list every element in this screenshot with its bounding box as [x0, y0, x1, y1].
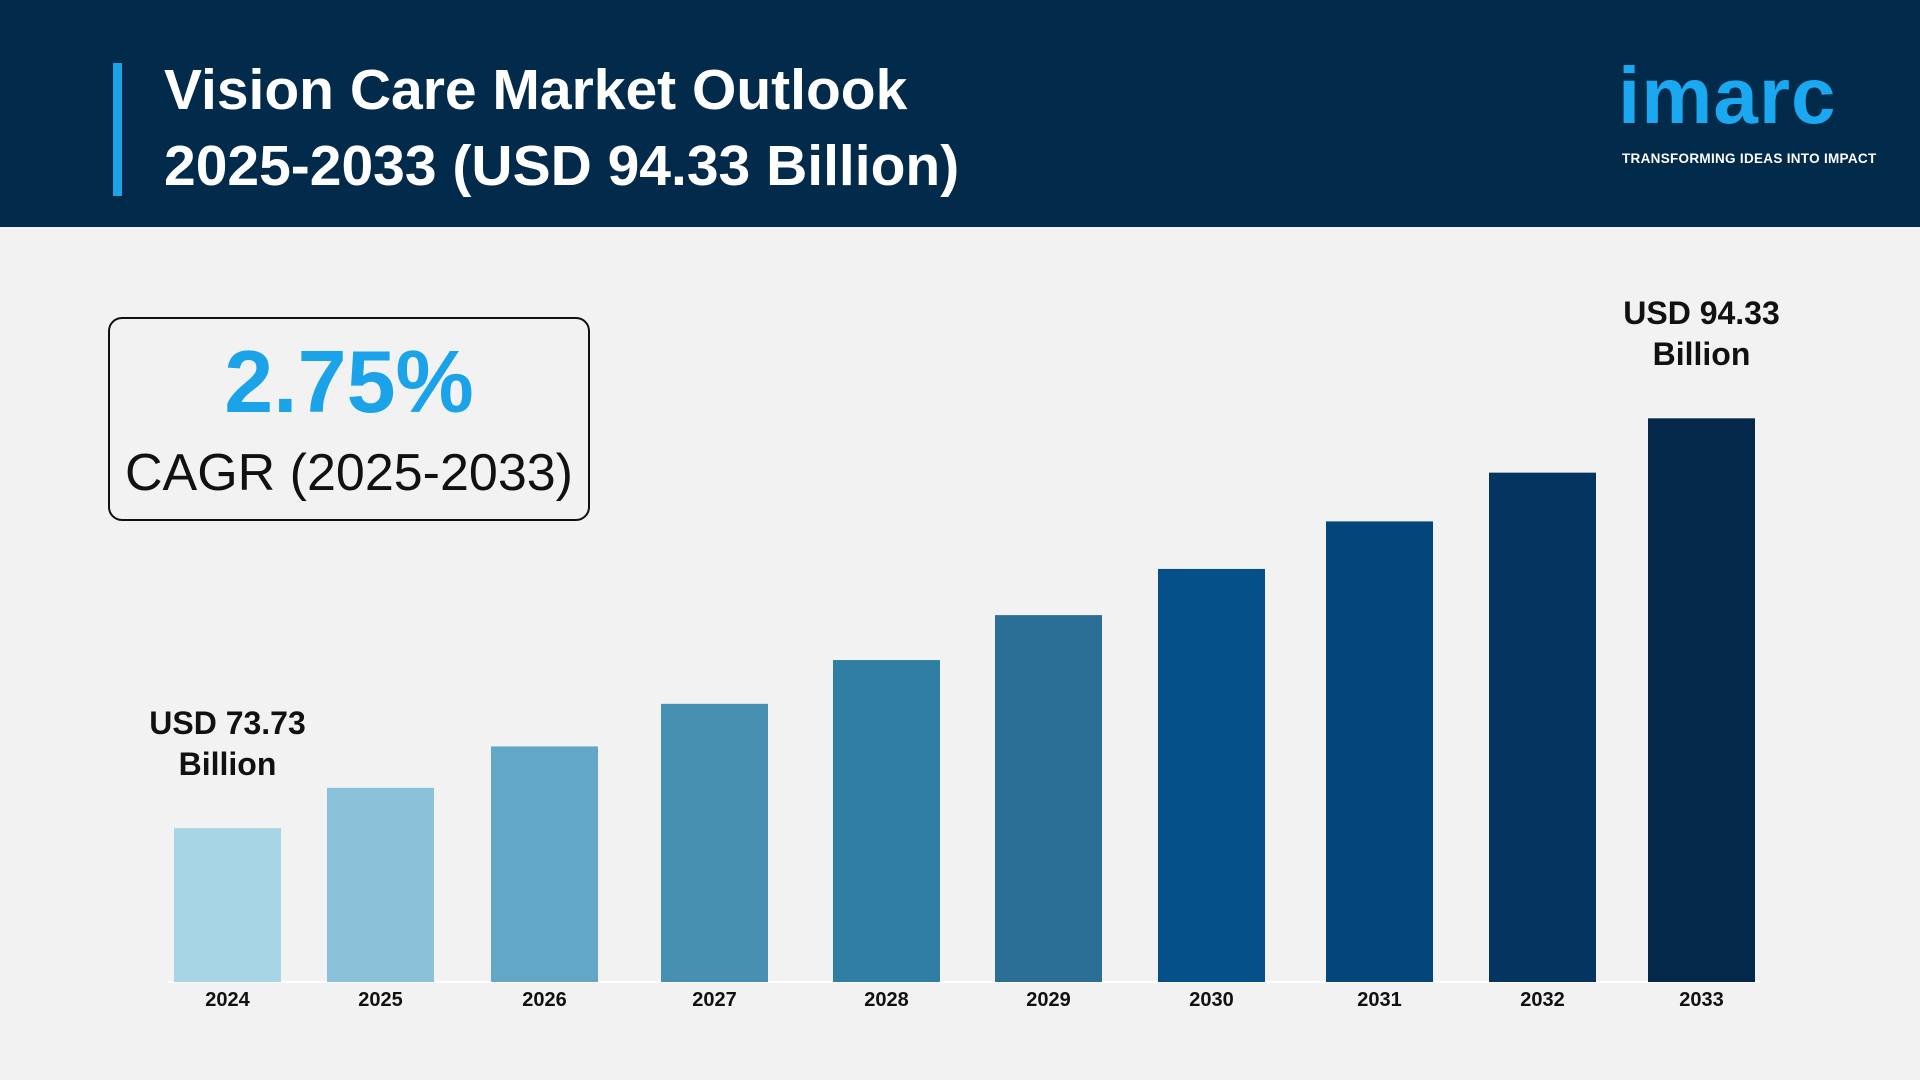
data-label-2024: USD 73.73 Billion [98, 703, 358, 785]
cagr-value: 2.75% [224, 332, 474, 431]
cagr-label: CAGR (2025-2033) [125, 444, 573, 502]
data-label-unit: Billion [1652, 336, 1751, 373]
bar-2024 [174, 828, 281, 982]
page-title: Vision Care Market Outlook 2025-2033 (US… [164, 52, 959, 204]
bar-2028 [833, 660, 940, 982]
bar-2029 [995, 615, 1102, 982]
bar-2025 [327, 787, 434, 982]
bar-2026 [491, 746, 598, 982]
imarc-logo: imarc TRANSFORMING IDEAS INTO IMPACT [1618, 50, 1876, 180]
title-accent-bar [113, 63, 122, 196]
title-line-2: 2025-2033 (USD 94.33 Billion) [164, 134, 960, 198]
bar-2032 [1489, 472, 1596, 982]
data-label-2033: USD 94.33 Billion [1572, 293, 1832, 375]
title-line-1: Vision Care Market Outlook [164, 58, 908, 122]
x-tick-label: 2031 [1357, 989, 1402, 1011]
x-tick-label: 2029 [1026, 989, 1071, 1011]
data-label-unit: Billion [178, 746, 277, 783]
data-label-value: USD 73.73 [149, 705, 306, 742]
data-label-value: USD 94.33 [1623, 295, 1780, 332]
x-tick-label: 2028 [864, 989, 909, 1011]
x-tick-label: 2032 [1520, 989, 1565, 1011]
x-tick-label: 2030 [1189, 989, 1234, 1011]
logo-tagline: TRANSFORMING IDEAS INTO IMPACT [1622, 151, 1877, 166]
x-tick-label: 2033 [1679, 989, 1724, 1011]
logo-wordmark: imarc [1618, 51, 1837, 140]
x-tick-label: 2027 [692, 989, 737, 1011]
x-tick-label: 2024 [205, 989, 250, 1011]
bar-2030 [1158, 568, 1265, 982]
x-tick-label: 2026 [522, 989, 567, 1011]
bar-2031 [1326, 521, 1433, 982]
header-banner: Vision Care Market Outlook 2025-2033 (US… [0, 0, 1920, 227]
x-tick-label: 2025 [358, 989, 403, 1011]
bar-2033 [1648, 418, 1755, 982]
bar-2027 [661, 703, 768, 982]
cagr-card: 2.75% CAGR (2025-2033) [108, 317, 590, 521]
